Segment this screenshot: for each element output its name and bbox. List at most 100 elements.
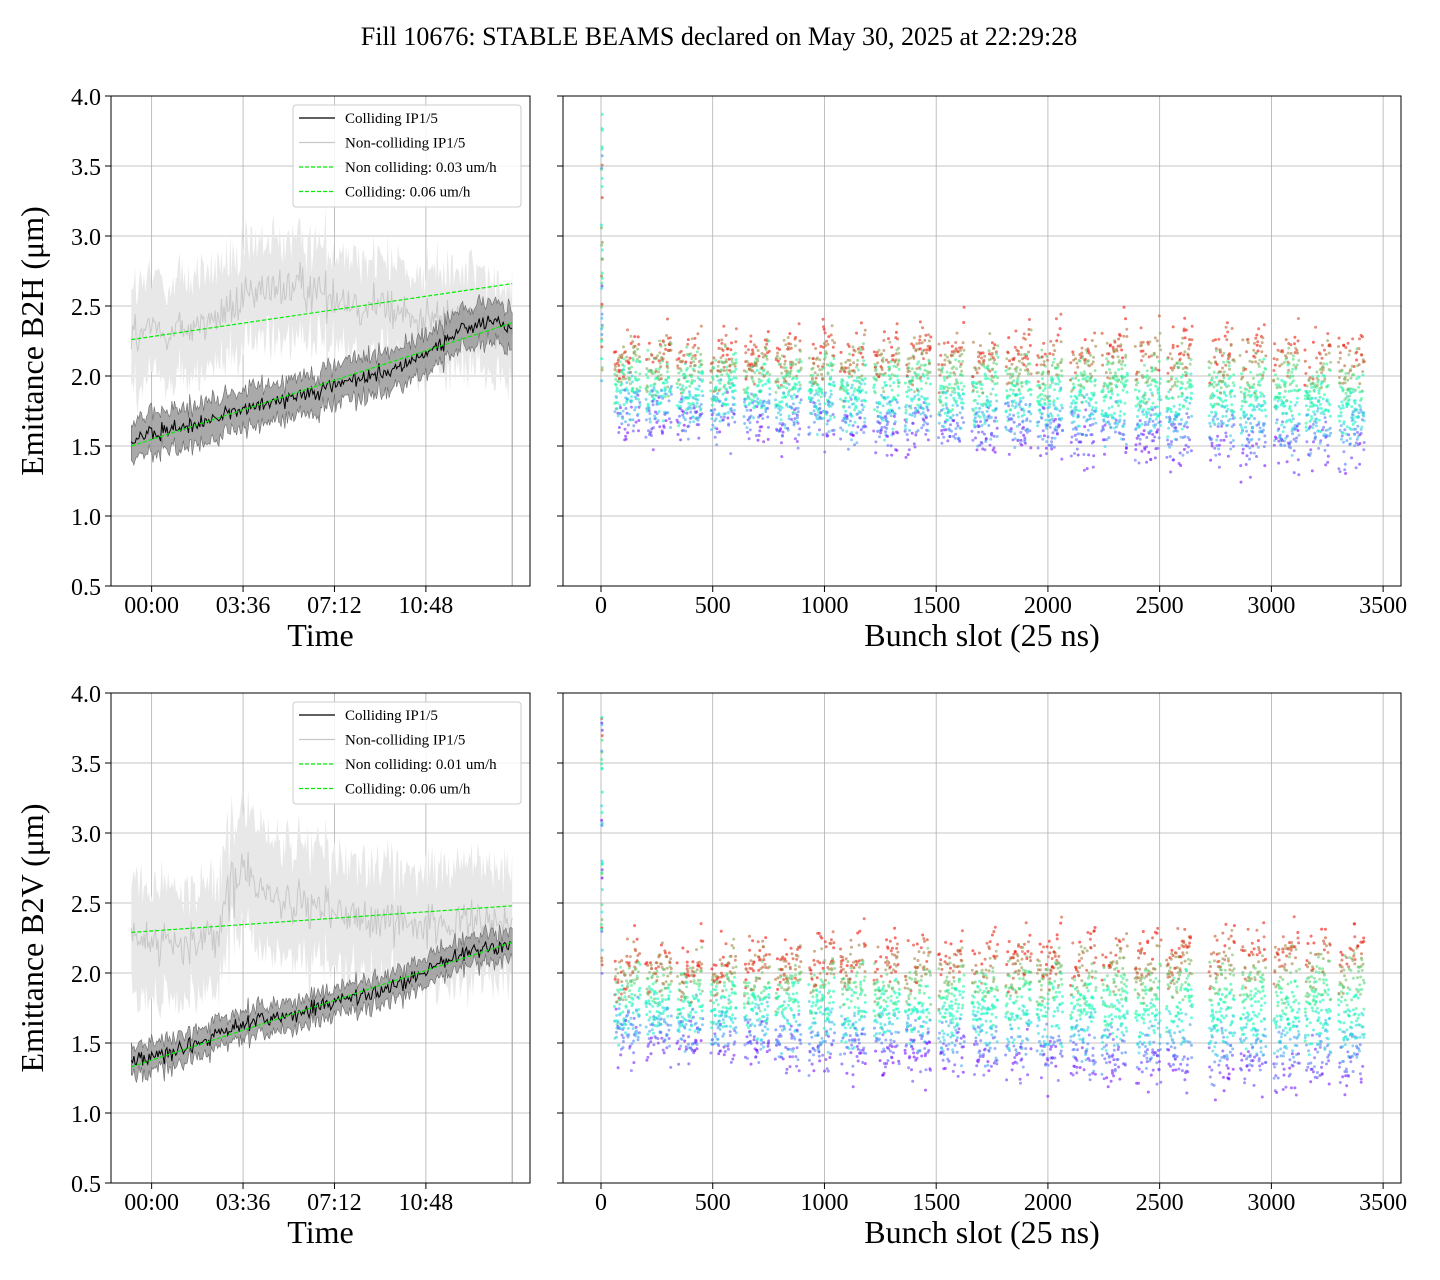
data-point xyxy=(669,426,672,429)
data-point xyxy=(661,1006,665,1009)
data-point xyxy=(942,341,946,345)
data-point xyxy=(1347,398,1351,402)
data-point xyxy=(716,392,720,395)
data-point xyxy=(1152,368,1155,372)
data-point xyxy=(987,406,991,410)
data-point xyxy=(927,402,931,406)
legend-entry: Colliding IP1/5 xyxy=(345,708,438,724)
data-point xyxy=(958,439,962,443)
data-point xyxy=(949,410,953,414)
data-point xyxy=(723,383,727,387)
data-point xyxy=(691,1007,695,1011)
data-point xyxy=(723,1050,727,1053)
data-point xyxy=(1041,429,1045,433)
data-point xyxy=(625,381,629,385)
data-point xyxy=(1115,349,1119,353)
data-point xyxy=(681,391,685,395)
data-point xyxy=(662,1009,666,1013)
data-point xyxy=(1041,370,1045,374)
data-point xyxy=(1219,398,1223,402)
data-point xyxy=(1006,351,1010,355)
data-point xyxy=(1093,331,1097,335)
data-point xyxy=(1140,343,1144,347)
data-point xyxy=(1323,374,1327,378)
data-point xyxy=(669,1065,673,1069)
data-point xyxy=(1241,338,1245,342)
data-point xyxy=(1262,445,1266,449)
data-point xyxy=(631,418,635,422)
data-point xyxy=(861,355,865,359)
data-point xyxy=(1120,348,1124,352)
data-point xyxy=(1094,401,1098,405)
data-point xyxy=(698,371,702,375)
data-point xyxy=(1088,372,1092,376)
data-point xyxy=(955,367,958,371)
data-point xyxy=(1028,344,1032,347)
data-point xyxy=(839,426,843,430)
data-point xyxy=(1225,404,1229,408)
data-point xyxy=(696,418,700,422)
data-point xyxy=(1283,404,1287,408)
data-point xyxy=(696,388,700,391)
x-axis-label: Bunch slot (25 ns) xyxy=(864,617,1100,653)
data-point xyxy=(637,429,640,433)
data-point xyxy=(665,378,668,382)
data-point xyxy=(1313,403,1317,407)
data-point xyxy=(851,345,855,349)
data-point xyxy=(848,363,852,367)
data-point xyxy=(1019,345,1023,349)
data-point xyxy=(863,420,867,424)
data-point xyxy=(825,422,829,426)
data-point xyxy=(768,392,772,396)
axes-frame xyxy=(562,95,1402,587)
data-point xyxy=(1313,431,1317,435)
data-point xyxy=(1188,338,1191,341)
data-point xyxy=(1158,331,1162,335)
data-point xyxy=(1050,363,1054,367)
data-point xyxy=(681,384,685,388)
data-point xyxy=(1179,375,1183,379)
data-point xyxy=(1024,403,1028,407)
data-point xyxy=(1221,379,1225,383)
data-point xyxy=(1223,392,1226,396)
data-point xyxy=(1011,372,1015,376)
data-point xyxy=(1047,370,1051,374)
data-point xyxy=(1311,377,1315,381)
data-point xyxy=(631,386,635,390)
data-point xyxy=(959,381,963,385)
data-point xyxy=(700,1023,704,1027)
data-point xyxy=(975,386,978,390)
data-point xyxy=(744,377,748,381)
data-point xyxy=(1239,416,1243,420)
data-point xyxy=(906,438,910,442)
data-point xyxy=(1211,420,1215,424)
data-point xyxy=(650,988,654,992)
data-point xyxy=(816,364,820,368)
data-point xyxy=(1133,458,1137,462)
data-point xyxy=(717,1044,721,1047)
data-point xyxy=(782,355,786,359)
data-point xyxy=(756,357,760,361)
data-point xyxy=(1016,352,1020,356)
data-point xyxy=(1359,431,1363,435)
data-point xyxy=(1055,428,1059,432)
data-point xyxy=(645,390,649,393)
data-point xyxy=(1345,439,1349,443)
data-point xyxy=(714,1041,717,1045)
data-point xyxy=(631,1002,635,1006)
data-point xyxy=(1278,433,1282,437)
data-point xyxy=(794,336,798,339)
data-point xyxy=(961,341,965,345)
data-point xyxy=(1346,341,1350,345)
data-point xyxy=(626,397,630,401)
data-point xyxy=(1048,394,1051,398)
data-point xyxy=(694,1021,698,1025)
data-point xyxy=(1217,447,1221,451)
data-point xyxy=(733,984,737,988)
data-point xyxy=(1253,355,1257,359)
data-point xyxy=(853,349,857,353)
data-point xyxy=(730,987,734,991)
data-point xyxy=(747,348,750,352)
data-point xyxy=(1341,381,1345,385)
data-point xyxy=(656,1041,660,1045)
